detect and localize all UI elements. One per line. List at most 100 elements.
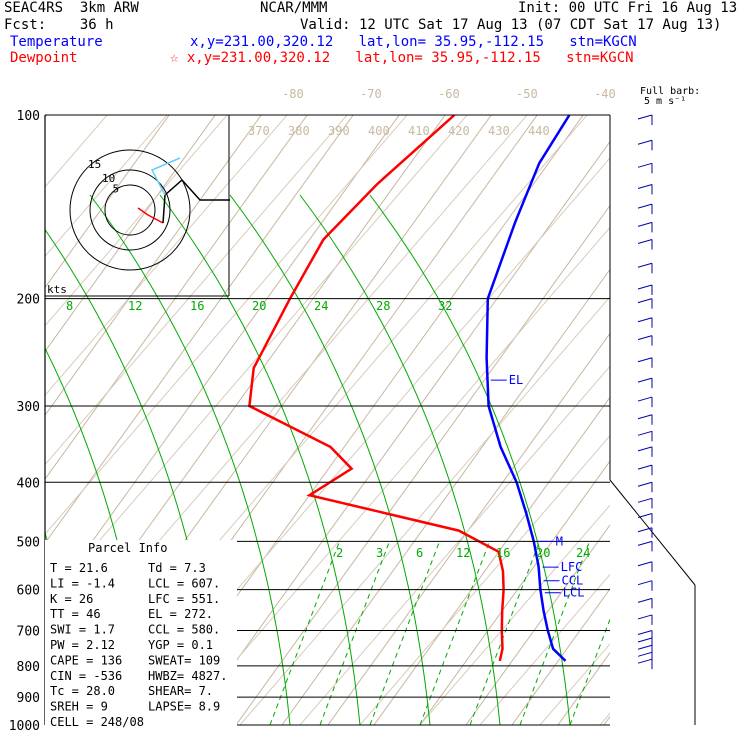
wind-barb: [637, 512, 653, 518]
hodograph-ring-label: 10: [102, 172, 115, 185]
wind-barb: [637, 396, 653, 402]
wind-barb: [637, 377, 653, 383]
parcel-info-value: K = 26: [50, 592, 93, 606]
wind-barb: [637, 481, 653, 487]
parcel-info-value: CIN = -536: [50, 669, 122, 683]
annotation-label: CCL: [562, 574, 584, 588]
theta-e-label: 32: [438, 299, 452, 313]
isotherm-label: -60: [438, 87, 460, 101]
isotherm-line: [465, 524, 610, 725]
theta-e-label: 20: [252, 299, 266, 313]
theta-label: 390: [328, 124, 350, 138]
parcel-info-value: SHEAR= 7.: [148, 684, 213, 698]
parcel-info-bg: [45, 540, 237, 728]
pressure-tick-label: 300: [17, 400, 40, 415]
mixing-ratio-label: 24: [576, 546, 590, 560]
parcel-info-value: CELL = 248/08: [50, 715, 144, 729]
barb-scale-title: Full barb:: [640, 86, 701, 97]
pressure-tick-label: 900: [17, 691, 40, 706]
wind-barb: [637, 335, 653, 341]
dewpoint-trace: [248, 115, 505, 662]
moist-adiabat-line: [369, 194, 571, 725]
parcel-info-value: T = 21.6: [50, 561, 108, 575]
wind-barb: [637, 580, 653, 586]
hodograph-low-level: [137, 207, 164, 224]
annotation-label: LFC: [561, 560, 583, 574]
mixing-ratio-line: [269, 539, 341, 725]
dry-adiabat-line: [539, 643, 610, 725]
pressure-tick-label: 200: [17, 293, 40, 308]
hodograph-upper-trace: [150, 157, 181, 196]
dry-adiabat-line: [720, 0, 740, 725]
wind-barb: [637, 162, 653, 168]
isotherm-line: [419, 460, 610, 725]
annotation-label: LCL: [563, 586, 585, 600]
theta-e-label: 16: [190, 299, 204, 313]
wind-barb: [637, 637, 653, 643]
wind-barb: [637, 139, 653, 145]
dry-adiabat-line: [599, 712, 610, 725]
isotherm-line: [557, 651, 610, 725]
wind-barbs: [637, 114, 653, 670]
temperature-location-info: x,y=231.00,320.12 lat,lon= 35.95,-112.15…: [190, 34, 637, 50]
dewpoint-legend: Dewpoint: [10, 50, 78, 66]
wind-barb: [637, 540, 653, 546]
dry-adiabat-line: [45, 115, 408, 535]
mixing-ratio-label: 2: [336, 546, 343, 560]
moist-adiabat-line: [159, 194, 361, 725]
parcel-info-panel: Parcel Info T = 21.6 Td = 7.3 LI = -1.4 LCL …: [45, 540, 237, 729]
dry-adiabat-line: [45, 115, 288, 396]
wind-barb: [637, 561, 653, 567]
isotherm-line: [235, 204, 610, 725]
hodograph-ring: [69, 149, 191, 271]
parcel-info-value: TT = 46: [50, 607, 101, 621]
wind-barb: [637, 221, 653, 227]
moist-adiabat-line: [229, 194, 431, 725]
dry-adiabat-line: [359, 434, 610, 725]
wind-barb: [637, 630, 653, 635]
isotherm-line: [45, 115, 400, 608]
theta-label: 380: [288, 124, 310, 138]
wind-barb: [637, 597, 653, 603]
pressure-tick-label: 1000: [9, 719, 40, 734]
wind-barb: [637, 357, 653, 363]
mixing-ratio-line: [319, 539, 391, 725]
mixing-ratio-line: [369, 539, 441, 725]
wind-barb: [637, 414, 653, 420]
wind-barb: [637, 114, 653, 120]
mixing-ratio-label: 3: [376, 546, 383, 560]
parcel-info-value: SREH = 9: [50, 700, 108, 714]
isotherm-line: [189, 140, 610, 725]
isotherm-line: [45, 115, 216, 353]
mixing-ratio-line: [519, 539, 591, 725]
theta-e-label: 28: [376, 299, 390, 313]
parcel-info-value: EL = 272.: [148, 607, 213, 621]
temperature-trace: [485, 115, 571, 662]
mixing-ratio-line: [419, 539, 491, 725]
isotherm-line: [45, 115, 262, 417]
dry-adiabat-line: [299, 365, 610, 725]
hodograph-ring: [89, 169, 171, 251]
parcel-info-value: YGP = 0.1: [148, 638, 213, 652]
wind-barb: [637, 658, 653, 664]
hodograph-trace: [162, 178, 230, 224]
parcel-info-value: CAPE = 136: [50, 653, 122, 667]
wind-barb: [637, 614, 653, 620]
dry-adiabat-line: [45, 115, 228, 327]
hodograph-ring: [104, 184, 156, 236]
parcel-info-value: LAPSE= 8.9: [148, 700, 220, 714]
org-name: NCAR/MMM: [260, 0, 328, 16]
wind-barb: [637, 317, 653, 323]
parcel-info-value: Td = 7.3: [148, 561, 206, 575]
pressure-tick-label: 100: [17, 109, 40, 124]
forecast-hour: Fcst: 36 h: [4, 17, 114, 33]
mixing-ratio-label: 16: [496, 546, 510, 560]
annotation-label: EL: [509, 373, 523, 387]
wind-barb: [637, 298, 653, 304]
hodograph-ring-label: 15: [88, 158, 101, 171]
parcel-info-value: Tc = 28.0: [50, 684, 115, 698]
mixing-ratio-line: [620, 540, 690, 725]
theta-e-label: 8: [66, 299, 73, 313]
